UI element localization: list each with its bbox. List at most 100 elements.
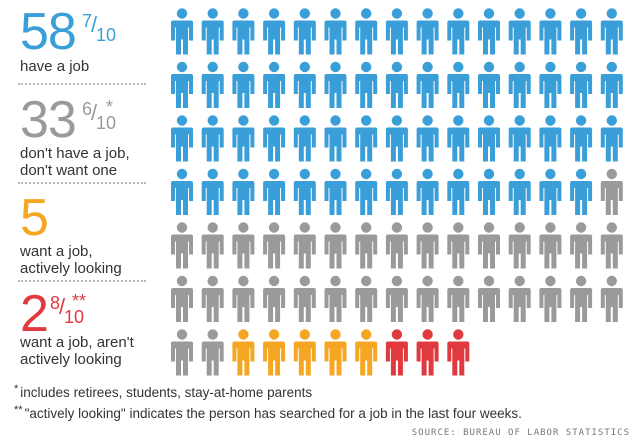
divider xyxy=(18,182,146,184)
person-icon xyxy=(201,222,224,269)
person-icon xyxy=(201,168,224,215)
footnote-text: "actively looking" indicates the person … xyxy=(24,406,522,421)
person-icon xyxy=(478,8,500,55)
person-icon xyxy=(385,329,408,376)
label-line: don't want one xyxy=(20,162,118,179)
footnote-mark: ** xyxy=(14,403,23,416)
person-icon xyxy=(416,275,439,322)
person-icon xyxy=(232,168,255,215)
person-icon xyxy=(201,8,224,55)
fraction-numerator: 8 xyxy=(50,293,61,313)
person-icon xyxy=(447,222,470,269)
person-icon xyxy=(508,115,531,162)
person-icon xyxy=(324,115,347,162)
fraction-numerator: 6 xyxy=(82,99,93,119)
label-line: actively looking xyxy=(20,351,122,368)
source-credit: SOURCE: BUREAU OF LABOR STATISTICS xyxy=(411,428,630,438)
person-icon xyxy=(600,61,623,108)
footnote-1: * includes retirees, students, stay-at-ho… xyxy=(14,383,312,401)
person-icon xyxy=(385,115,408,162)
person-icon xyxy=(324,222,347,269)
person-icon xyxy=(385,168,408,215)
label-line: don't have a job, xyxy=(20,145,130,162)
stat-no-job-no-want: 33 6 / 10 * xyxy=(20,94,116,146)
label-no-job-no-want: don't have a job, don't want one xyxy=(20,145,130,179)
person-icon xyxy=(201,115,224,162)
fraction-slash: / xyxy=(59,294,66,319)
person-icon xyxy=(324,275,347,322)
pictogram-grid xyxy=(171,8,623,376)
person-icon xyxy=(355,222,378,269)
person-icon xyxy=(447,275,470,322)
person-icon xyxy=(355,61,378,108)
person-icon xyxy=(600,8,623,55)
person-icon xyxy=(355,329,378,376)
person-icon xyxy=(385,275,408,322)
person-icon xyxy=(171,61,193,108)
person-icon xyxy=(478,168,500,215)
fraction-denominator: 10 xyxy=(96,113,117,133)
person-icon xyxy=(355,115,378,162)
person-icon xyxy=(293,275,316,322)
person-icon xyxy=(539,115,562,162)
stat-whole: 2 xyxy=(20,285,49,343)
person-icon xyxy=(201,61,224,108)
person-icon xyxy=(171,115,193,162)
person-icon xyxy=(447,61,470,108)
person-icon xyxy=(600,168,623,215)
person-icon xyxy=(232,329,255,376)
person-icon xyxy=(416,8,439,55)
person-icon xyxy=(539,222,562,269)
person-icon xyxy=(416,115,439,162)
person-icon xyxy=(570,115,593,162)
footnote-mark: ** xyxy=(72,291,87,311)
person-icon xyxy=(478,115,500,162)
fraction-slash: / xyxy=(91,100,98,125)
fraction-numerator: 7 xyxy=(82,11,93,31)
fraction-denominator: 10 xyxy=(64,307,85,327)
person-icon xyxy=(416,222,439,269)
person-icon xyxy=(232,275,255,322)
label-line: want a job, aren't xyxy=(20,334,134,351)
person-icon xyxy=(600,275,623,322)
person-icon xyxy=(447,8,470,55)
person-icon xyxy=(508,168,531,215)
person-icon xyxy=(263,168,286,215)
person-icon xyxy=(263,222,286,269)
stat-want-looking: 5 xyxy=(20,189,49,247)
person-icon xyxy=(293,61,316,108)
person-icon xyxy=(171,8,193,55)
fraction-slash: / xyxy=(91,12,98,37)
person-icon xyxy=(570,222,593,269)
person-icon xyxy=(570,275,593,322)
person-icon xyxy=(293,115,316,162)
person-icon xyxy=(600,222,623,269)
person-icon xyxy=(171,275,193,322)
person-icon xyxy=(539,168,562,215)
person-icon xyxy=(416,329,439,376)
person-icon xyxy=(232,8,255,55)
person-icon xyxy=(478,222,500,269)
person-icon xyxy=(539,275,562,322)
person-icon xyxy=(478,275,500,322)
person-icon xyxy=(539,8,562,55)
divider xyxy=(18,83,146,85)
person-icon xyxy=(263,8,286,55)
person-icon xyxy=(447,168,470,215)
person-icon xyxy=(385,222,408,269)
person-icon xyxy=(324,329,347,376)
fraction-denominator: 10 xyxy=(96,25,117,45)
person-icon xyxy=(293,8,316,55)
person-icon xyxy=(355,275,378,322)
person-icon xyxy=(171,222,193,269)
person-icon xyxy=(201,275,224,322)
person-icon xyxy=(324,8,347,55)
stat-whole: 5 xyxy=(20,189,49,247)
person-icon xyxy=(355,8,378,55)
person-icon xyxy=(263,329,286,376)
person-icon xyxy=(385,8,408,55)
label-line: want a job, xyxy=(20,243,93,260)
footnote-2: ** "actively looking" indicates the perso… xyxy=(14,403,522,422)
person-icon xyxy=(508,61,531,108)
label-line: have a job xyxy=(20,58,90,75)
